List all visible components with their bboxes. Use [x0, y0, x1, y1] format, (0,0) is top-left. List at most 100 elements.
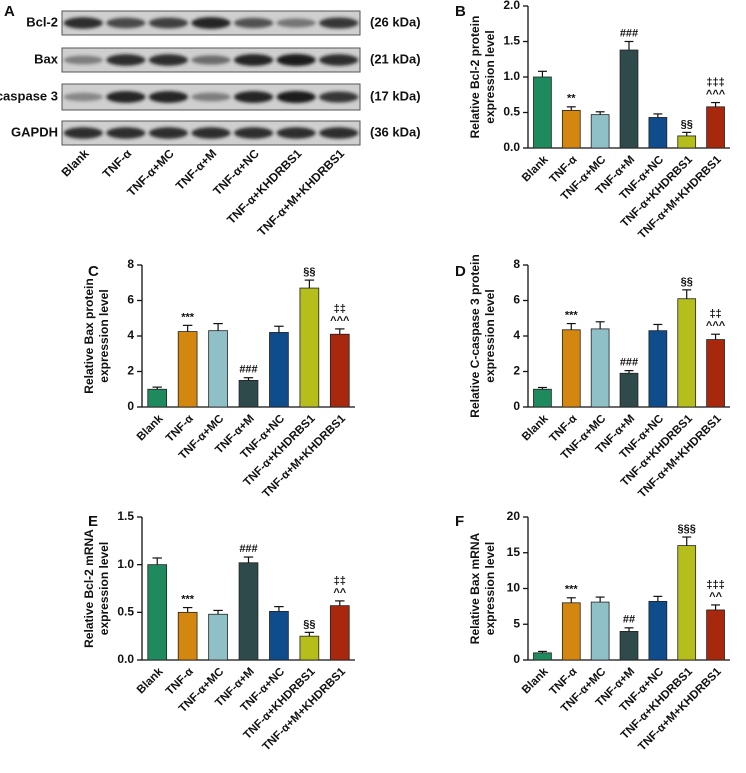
bar [561, 109, 581, 149]
bar [648, 600, 668, 661]
bar [269, 610, 289, 661]
blot-band [63, 127, 103, 139]
bar [619, 631, 639, 661]
lane-label: TNF-α+MC [124, 146, 177, 199]
blot-row-label: GAPDH [11, 124, 58, 139]
blot-band [191, 92, 231, 102]
bar [533, 76, 552, 149]
panel-label: E [88, 513, 98, 530]
blot-band [63, 55, 103, 65]
bar [177, 611, 198, 661]
y-tick-label: 2 [127, 364, 134, 378]
lane-label: TNF-α+KHDRBS1 [224, 146, 305, 227]
lane-label: TNF-α+M+KHDRBS1 [255, 146, 348, 239]
y-axis-label: expression level [483, 30, 497, 123]
blot-band [276, 18, 316, 28]
bar [299, 635, 320, 661]
error-bar [335, 328, 345, 335]
blot-band [233, 91, 274, 103]
significance-label: §§ [681, 118, 693, 130]
error-bar [711, 333, 721, 340]
x-tick-label: Blank [520, 412, 551, 443]
panel-label: F [455, 513, 464, 530]
error-bar [182, 606, 193, 613]
significance-label: *** [565, 309, 579, 321]
bar [147, 564, 168, 661]
y-tick-label: 1.5 [503, 34, 520, 48]
blot-band [148, 91, 189, 103]
error-bar [653, 595, 663, 602]
y-tick-label: 0 [127, 399, 134, 413]
blot-band [233, 17, 274, 29]
y-tick-label: 5 [513, 616, 520, 630]
y-axis-label: Relative Bax protein [82, 278, 96, 393]
y-axis-label: expression level [97, 542, 111, 635]
lane-label: Blank [59, 146, 92, 179]
y-tick-label: 1.0 [117, 557, 134, 571]
error-bar [213, 322, 223, 331]
significance-label: *** [181, 593, 195, 605]
blot-band [319, 17, 359, 29]
bar [677, 298, 697, 408]
blot-size-label: (17 kDa) [370, 88, 421, 103]
y-tick-label: 1.0 [503, 69, 520, 83]
significance-label: ‡‡‡ [706, 76, 724, 88]
error-bar [182, 324, 193, 332]
y-tick-label: 2.0 [503, 0, 520, 12]
error-bar [682, 289, 692, 299]
significance-label: *** [181, 311, 195, 323]
y-tick-label: 8 [513, 257, 520, 271]
error-bar [537, 70, 547, 77]
y-tick-label: 6 [513, 293, 520, 307]
y-tick-label: 10 [507, 581, 521, 595]
blot-band [233, 127, 274, 139]
significance-label: ^^^ [706, 320, 726, 332]
y-tick-label: 0 [513, 399, 520, 413]
blot-row-label: C-caspase 3 [0, 88, 58, 103]
panel-label: C [88, 263, 99, 280]
significance-label: ### [239, 543, 257, 555]
significance-label: §§§ [678, 523, 696, 535]
blot-size-label: (21 kDa) [370, 51, 421, 66]
significance-label: ‡‡‡ [706, 579, 724, 591]
significance-label: §§ [681, 276, 693, 288]
y-tick-label: 4 [513, 328, 520, 342]
blot-band [106, 127, 146, 139]
blot-band [319, 54, 359, 66]
significance-label: §§ [303, 618, 315, 630]
error-bar [682, 131, 692, 136]
x-tick-label: Blank [135, 412, 166, 443]
error-bar [595, 321, 605, 329]
blot-band [148, 54, 189, 66]
blot-band [191, 17, 231, 29]
blot-size-label: (36 kDa) [370, 124, 421, 139]
blot-band [63, 17, 103, 29]
bar [648, 117, 668, 149]
blot-band [233, 54, 274, 66]
bar [533, 652, 552, 661]
significance-label: ^^^ [706, 88, 726, 100]
error-bar [595, 111, 605, 115]
blot-size-label: (26 kDa) [370, 14, 421, 29]
error-bar [624, 627, 634, 632]
significance-label: §§ [303, 266, 315, 278]
y-tick-label: 0.0 [503, 140, 520, 154]
error-bar [566, 106, 576, 111]
significance-label: *** [565, 584, 579, 596]
bar [590, 114, 610, 149]
bar [208, 613, 228, 661]
bar [619, 49, 639, 149]
significance-label: ^^ [709, 591, 722, 603]
blot-row-label: Bax [34, 51, 59, 66]
blot-band [148, 17, 189, 29]
y-axis-label: Relative C-caspase 3 protein [468, 254, 482, 417]
blot-band [106, 17, 146, 29]
significance-label: ### [239, 364, 257, 376]
bar [677, 545, 697, 661]
bar [177, 331, 198, 408]
significance-label: ‡‡ [709, 308, 721, 320]
significance-label: ^^^ [330, 315, 350, 327]
bar [706, 339, 725, 408]
blot-band [63, 92, 103, 102]
x-tick-label: Blank [520, 665, 551, 696]
